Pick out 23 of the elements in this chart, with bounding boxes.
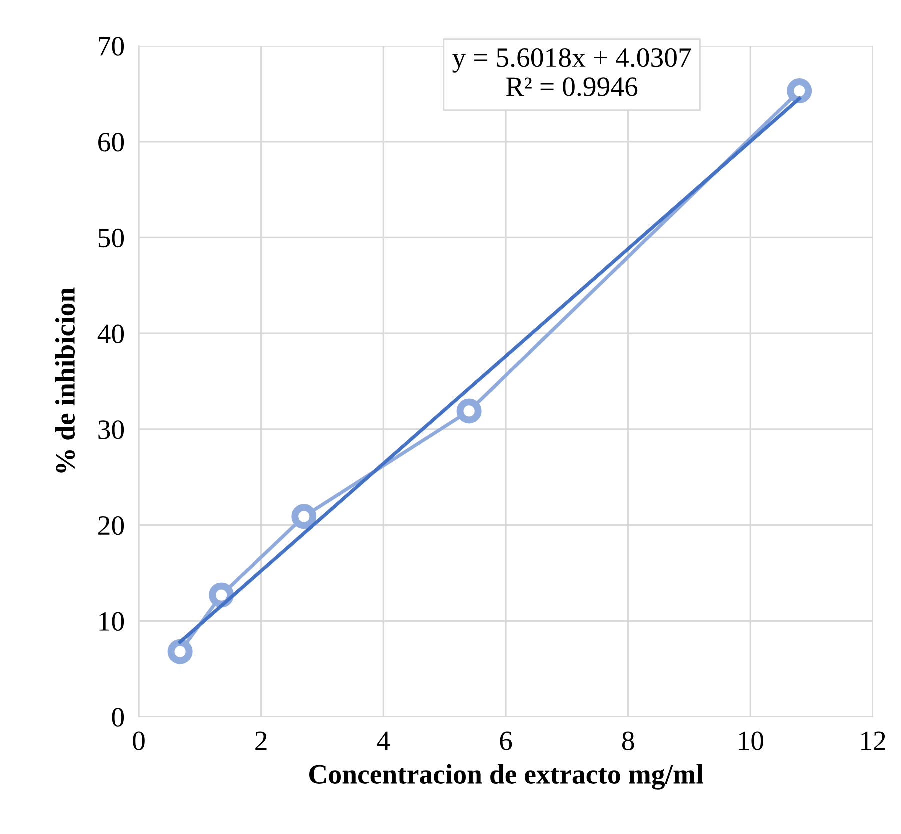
x-tick-label: 4 — [377, 732, 390, 750]
y-axis-title: % de inhibicion — [55, 288, 76, 473]
point — [292, 504, 317, 530]
y-tick-label: 30 — [98, 420, 124, 440]
x-tick-label: 8 — [622, 732, 634, 750]
y-tick-label: 70 — [99, 37, 124, 56]
point — [168, 639, 193, 664]
y-tick-label: 10 — [100, 612, 124, 632]
y-tick-label: 40 — [98, 324, 124, 344]
x-tick-label: 0 — [133, 732, 145, 750]
x-tick-label: 12 — [862, 732, 886, 750]
point — [787, 78, 812, 104]
y-tick-label: 0 — [112, 708, 124, 727]
point — [456, 398, 482, 424]
y-tick-label: 60 — [98, 133, 124, 152]
y-tick-label: 50 — [98, 228, 124, 248]
x-tick-label: 6 — [500, 732, 512, 750]
point — [209, 582, 234, 608]
x-axis-title: Concentracion de extracto mg/ml — [309, 764, 704, 790]
x-tick-label: 2 — [256, 732, 267, 750]
y-tick-label: 20 — [98, 516, 124, 536]
annotation: y = 5.6018x + 4.0307 R² = 0.9946 — [452, 48, 692, 96]
x-tick-label: 10 — [739, 732, 764, 750]
